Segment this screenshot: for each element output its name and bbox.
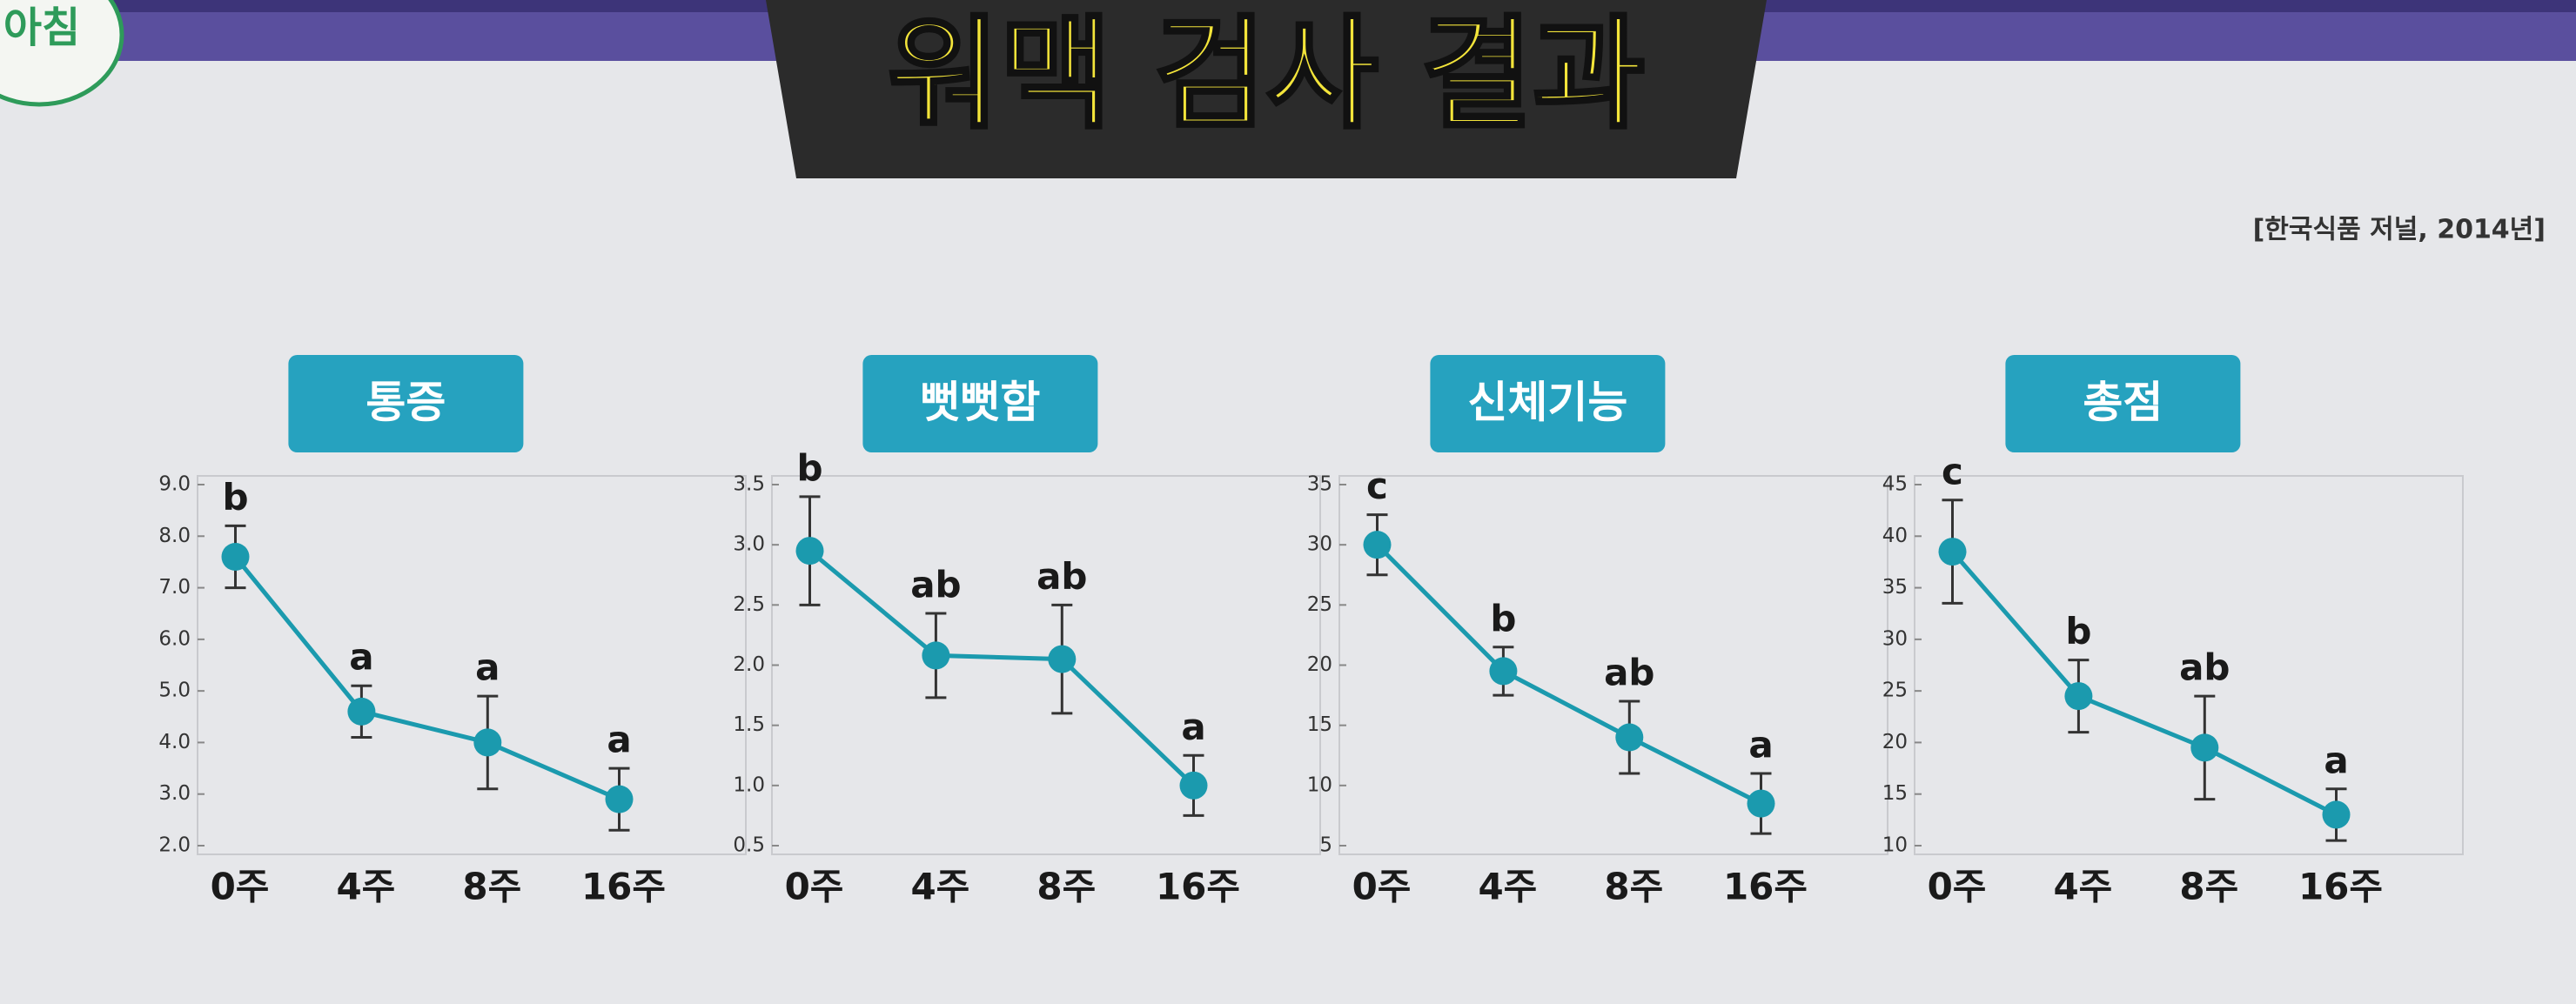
y-tick-label: 5.0 [158,679,191,702]
line [808,549,1196,787]
y-tick-label: 35 [1882,576,1908,599]
chart-title: 총점 [2083,378,2163,428]
x-tick-label: 0주 [1928,866,1987,908]
y-tick-label: 45 [1882,473,1908,496]
annotation: ab [1604,652,1654,694]
x-tick-label: 0주 [1352,866,1412,908]
y-tick-label: 40 [1882,525,1908,547]
y-tick-label: 30 [1882,627,1908,650]
y-tick-label: 5 [1319,834,1332,857]
x-tick-label: 8주 [1036,866,1096,908]
annotation: ab [2179,646,2230,689]
chart-title: 통증 [366,378,446,428]
y-tick-label: 30 [1307,533,1332,556]
point [473,728,502,757]
chart-title-box [2005,355,2241,452]
y-tick-label: 4.0 [158,731,191,753]
annotation: a [2324,739,2348,781]
x-tick-label: 4주 [910,866,969,908]
point [795,537,824,566]
y-tick-label: 10 [1307,773,1332,796]
point [1363,531,1392,559]
y-tick-label: 0.5 [733,834,765,857]
line [1375,543,1762,806]
source: [한국식품 저널, 2014년] [2253,215,2546,245]
y-tick-label: 8.0 [158,525,191,547]
x-tick-label: 8주 [2179,866,2238,908]
point [1615,723,1644,752]
annotation: ab [910,564,961,606]
chart-title-box [1430,355,1666,452]
y-tick-label: 2.5 [733,593,765,616]
annotation: ab [1036,555,1087,598]
annotation: b [1490,597,1516,639]
plot-frame [1914,475,2464,855]
annotation: a [349,636,373,679]
y-tick-label: 25 [1307,593,1332,616]
point [2064,682,2093,711]
x-tick-label: 4주 [1478,866,1537,908]
annotation: b [222,476,248,519]
y-tick-label: 35 [1307,473,1332,496]
y-tick-label: 1.0 [733,773,765,796]
annotation: b [796,446,822,489]
annotation: a [607,719,631,761]
point [347,697,376,726]
y-tick-label: 6.0 [158,627,191,650]
annotation: a [1748,724,1773,766]
y-tick-label: 3.0 [158,782,191,805]
y-tick-label: 20 [1307,653,1332,676]
point [1489,657,1518,686]
y-tick-label: 7.0 [158,576,191,599]
plot-frame [197,475,747,855]
annotation: b [2065,610,2091,653]
x-tick-label: 0주 [211,866,270,908]
point [1179,771,1208,800]
y-tick-label: 2.0 [158,834,191,857]
title-plate [766,0,1767,178]
annotation: a [475,646,500,689]
annotation: c [1366,465,1388,507]
y-tick-label: 10 [1882,834,1908,857]
x-tick-label: 16주 [1156,866,1240,908]
y-tick-label: 25 [1882,679,1908,702]
chart-title: 뻣뻣함 [920,378,1040,428]
page-title: 워맥 검사 결과 [888,4,1645,146]
point [605,785,634,813]
x-tick-label: 4주 [336,866,395,908]
y-tick-label: 2.0 [733,653,765,676]
line [233,555,621,801]
y-tick-label: 15 [1307,713,1332,736]
y-tick-label: 20 [1882,731,1908,753]
chart-title-box [288,355,524,452]
logo-text: 아침 [3,3,80,52]
y-tick-label: 1.5 [733,713,765,736]
point [922,641,950,670]
point [1747,789,1775,818]
chart-title-box [862,355,1098,452]
point [221,543,250,571]
x-tick-label: 16주 [581,866,666,908]
x-tick-label: 8주 [1604,866,1663,908]
charts: 통증 2.0 3.0 4.0 5.0 6.0 7.0 8.0 9.0 b 0주 a 4주 a 8주 a 16주 뻣… [158,355,2464,908]
y-tick-label: 3.5 [733,473,765,496]
y-tick-label: 15 [1882,782,1908,805]
point [1938,538,1967,566]
x-tick-label: 0주 [785,866,844,908]
y-tick-label: 9.0 [158,473,191,496]
logo [0,0,124,107]
point [2322,800,2351,829]
annotation: a [1181,706,1205,748]
x-tick-label: 16주 [2298,866,2383,908]
x-tick-label: 4주 [2053,866,2112,908]
line [1950,550,2338,817]
annotation: c [1942,450,1963,492]
y-tick-label: 3.0 [733,533,765,556]
point [2190,733,2219,762]
x-tick-label: 8주 [462,866,521,908]
x-tick-label: 16주 [1723,866,1808,908]
chart-title: 신체기능 [1467,378,1627,428]
point [1048,645,1077,673]
